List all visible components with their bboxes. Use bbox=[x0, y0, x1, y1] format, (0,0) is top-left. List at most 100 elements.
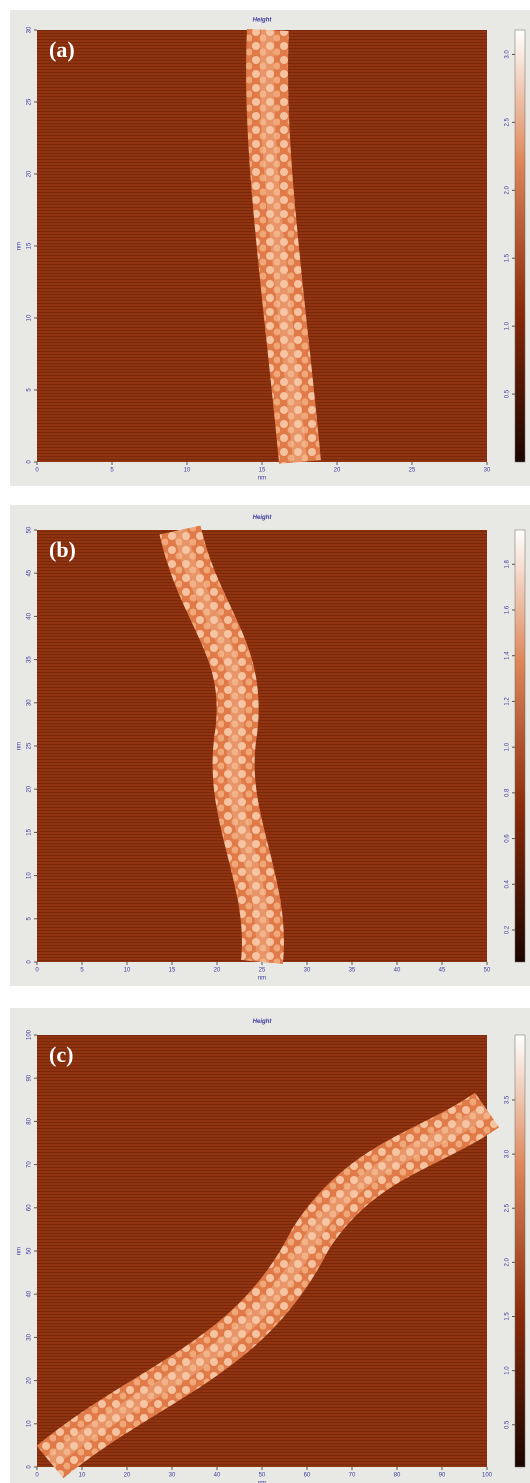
fiber-core bbox=[45, 1104, 492, 1468]
fiber bbox=[246, 28, 321, 464]
colorbar-tick-label: 3.0 bbox=[505, 1149, 511, 1158]
fiber-core bbox=[260, 29, 307, 463]
y-tick-label: 5 bbox=[27, 916, 33, 920]
colorbar-tick-label: 1.0 bbox=[505, 1366, 511, 1375]
colorbar-tick-label: 2.0 bbox=[505, 185, 511, 194]
x-axis-label: nm bbox=[258, 476, 266, 482]
x-tick-label: 20 bbox=[334, 468, 341, 474]
x-tick-label: 0 bbox=[35, 968, 39, 974]
y-tick-label: 30 bbox=[27, 1333, 33, 1340]
colorbar-tick-label: 1.5 bbox=[505, 253, 511, 262]
x-tick-label: 50 bbox=[484, 968, 491, 974]
y-tick-label: 10 bbox=[27, 872, 33, 879]
x-tick-label: 90 bbox=[439, 1473, 446, 1479]
colorbar bbox=[514, 529, 526, 963]
y-tick-label: 80 bbox=[27, 1117, 33, 1124]
y-tick-label: 70 bbox=[27, 1161, 33, 1168]
y-axis-label: nm bbox=[17, 742, 23, 750]
x-tick-label: 30 bbox=[484, 468, 491, 474]
colorbar-tick-label: 0.5 bbox=[505, 389, 511, 398]
x-tick-label: 15 bbox=[259, 468, 266, 474]
x-tick-label: 35 bbox=[349, 968, 356, 974]
fiber bbox=[159, 525, 284, 965]
x-tick-label: 5 bbox=[110, 468, 114, 474]
y-tick-label: 30 bbox=[27, 699, 33, 706]
y-tick-label: 10 bbox=[27, 314, 33, 321]
x-tick-label: 50 bbox=[259, 1473, 266, 1479]
colorbar-tick-label: 1.0 bbox=[505, 742, 511, 751]
colorbar-tick-label: 3.5 bbox=[505, 1095, 511, 1104]
y-tick-label: 20 bbox=[27, 170, 33, 177]
panel-title: Height bbox=[253, 1019, 273, 1025]
y-tick-label: 50 bbox=[27, 526, 33, 533]
colorbar-tick-label: 1.4 bbox=[505, 651, 511, 660]
colorbar-tick-label: 3.0 bbox=[505, 50, 511, 59]
colorbar-tick-label: 2.5 bbox=[505, 1203, 511, 1212]
y-tick-label: 15 bbox=[27, 242, 33, 249]
fiber bbox=[36, 1092, 500, 1479]
x-tick-label: 100 bbox=[482, 1473, 493, 1479]
colorbar-tick-label: 1.0 bbox=[505, 321, 511, 330]
colorbar-tick-label: 1.2 bbox=[505, 697, 511, 706]
y-tick-label: 90 bbox=[27, 1074, 33, 1081]
x-tick-label: 80 bbox=[394, 1473, 401, 1479]
panel-label: (b) bbox=[49, 537, 76, 562]
x-tick-label: 70 bbox=[349, 1473, 356, 1479]
x-tick-label: 30 bbox=[304, 968, 311, 974]
x-tick-label: 45 bbox=[439, 968, 446, 974]
y-tick-label: 50 bbox=[27, 1247, 33, 1254]
y-tick-label: 45 bbox=[27, 569, 33, 576]
colorbar-tick-label: 1.8 bbox=[505, 559, 511, 568]
panel-label: (c) bbox=[49, 1042, 73, 1067]
y-tick-label: 20 bbox=[27, 785, 33, 792]
y-axis-label: nm bbox=[17, 242, 23, 250]
y-tick-label: 100 bbox=[27, 1029, 33, 1040]
x-tick-label: 25 bbox=[259, 968, 266, 974]
x-tick-label: 40 bbox=[214, 1473, 221, 1479]
x-tick-label: 15 bbox=[169, 968, 176, 974]
x-tick-label: 40 bbox=[394, 968, 401, 974]
x-tick-label: 0 bbox=[35, 1473, 39, 1479]
colorbar bbox=[514, 29, 526, 463]
x-tick-label: 20 bbox=[124, 1473, 131, 1479]
x-tick-label: 25 bbox=[409, 468, 416, 474]
x-tick-label: 10 bbox=[79, 1473, 86, 1479]
panel-label: (a) bbox=[49, 37, 75, 62]
y-tick-label: 0 bbox=[27, 960, 33, 964]
colorbar-tick-label: 2.0 bbox=[505, 1258, 511, 1267]
x-axis-label: nm bbox=[258, 976, 266, 982]
colorbar-tick-label: 0.4 bbox=[505, 879, 511, 888]
x-tick-label: 10 bbox=[124, 968, 131, 974]
colorbar-tick-label: 0.2 bbox=[505, 925, 511, 934]
x-tick-label: 0 bbox=[35, 468, 39, 474]
x-tick-label: 20 bbox=[214, 968, 221, 974]
y-axis-label: nm bbox=[17, 1247, 23, 1255]
y-tick-label: 10 bbox=[27, 1420, 33, 1427]
y-tick-label: 5 bbox=[27, 388, 33, 392]
y-tick-label: 25 bbox=[27, 98, 33, 105]
y-tick-label: 40 bbox=[27, 612, 33, 619]
colorbar-tick-label: 1.6 bbox=[505, 605, 511, 614]
x-tick-label: 5 bbox=[80, 968, 84, 974]
colorbar-tick-label: 0.5 bbox=[505, 1420, 511, 1429]
colorbar-tick-label: 0.8 bbox=[505, 788, 511, 797]
y-tick-label: 25 bbox=[27, 742, 33, 749]
y-tick-label: 30 bbox=[27, 26, 33, 33]
panel-title: Height bbox=[253, 18, 273, 24]
y-tick-label: 0 bbox=[27, 460, 33, 464]
y-tick-label: 35 bbox=[27, 656, 33, 663]
colorbar-tick-label: 0.6 bbox=[505, 834, 511, 843]
x-tick-label: 60 bbox=[304, 1473, 311, 1479]
panel-title: Height bbox=[253, 515, 273, 521]
x-tick-label: 30 bbox=[169, 1473, 176, 1479]
x-tick-label: 10 bbox=[184, 468, 191, 474]
y-tick-label: 15 bbox=[27, 828, 33, 835]
fiber-core bbox=[173, 528, 270, 963]
y-tick-label: 40 bbox=[27, 1290, 33, 1297]
y-tick-label: 20 bbox=[27, 1377, 33, 1384]
colorbar-tick-label: 2.5 bbox=[505, 118, 511, 127]
colorbar bbox=[514, 1034, 526, 1468]
x-axis-label: nm bbox=[258, 1481, 266, 1483]
colorbar-tick-label: 1.5 bbox=[505, 1312, 511, 1321]
